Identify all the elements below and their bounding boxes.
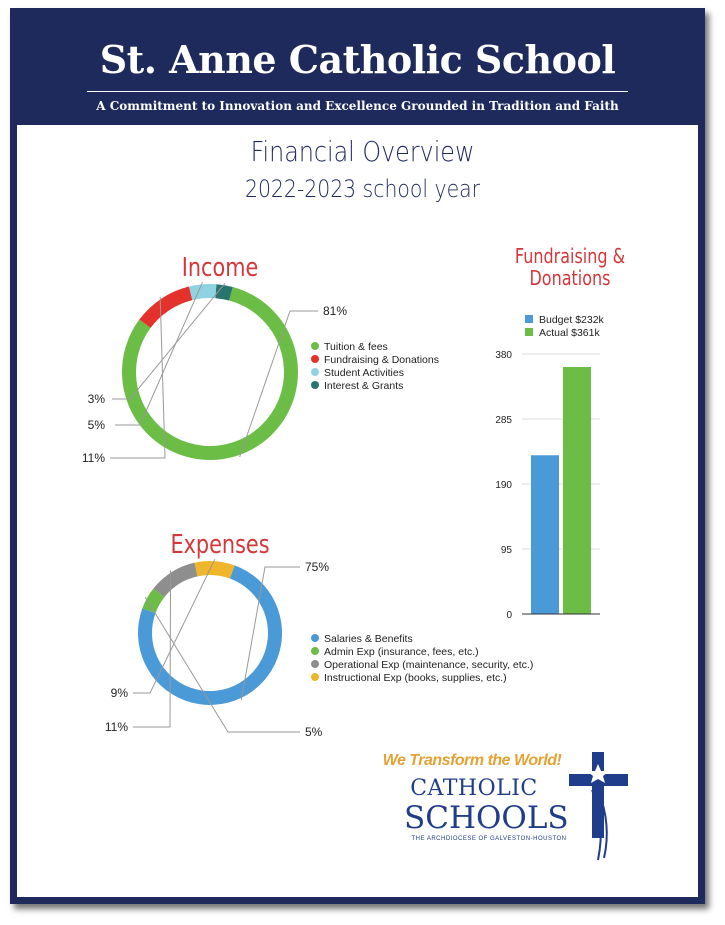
header-divider: [87, 91, 628, 92]
legend-marker: [311, 673, 319, 681]
legend-entry: Admin Exp (insurance, fees, etc.): [324, 646, 479, 658]
leader-line: [239, 310, 318, 458]
logo-tagline: We Transform the World!: [382, 752, 562, 769]
legend-entry: Instructional Exp (books, supplies, etc.…: [324, 672, 507, 684]
legend-marker: [311, 368, 319, 376]
legend-entry: Salaries & Benefits: [324, 633, 413, 645]
slice-label: 11%: [105, 720, 128, 734]
leader-line: [115, 282, 203, 426]
legend-marker: [525, 328, 533, 336]
slice-operational-exp-maintenance-security-etc: [153, 562, 198, 598]
slice-admin-exp-insurance-fees-etc: [142, 588, 165, 614]
y-tick-label: 285: [495, 415, 512, 426]
income-chart-title: Income: [181, 253, 259, 283]
slice-fundraising-donations: [139, 286, 193, 328]
y-tick-label: 95: [501, 545, 513, 556]
page-subtitle: 2022-2023 school year: [244, 175, 481, 203]
expenses-chart-title: Expenses: [170, 530, 270, 560]
slice-label: 75%: [305, 560, 329, 574]
school-tagline: A Commitment to Innovation and Excellenc…: [96, 99, 619, 113]
page-title: Financial Overview: [250, 135, 475, 168]
header-banner: St. Anne Catholic School A Commitment to…: [17, 15, 698, 125]
legend-marker: [311, 342, 319, 350]
leader-line: [133, 570, 172, 728]
logo-schools: SCHOOLS: [404, 800, 569, 836]
logo-archdiocese: THE ARCHDIOCESE OF GALVESTON-HOUSTON: [411, 836, 567, 842]
legend-marker: [311, 355, 319, 363]
fundraising-chart-title: Fundraising & Donations: [514, 244, 626, 290]
slice-student-activities: [189, 284, 217, 301]
legend-marker: [311, 660, 319, 668]
legend-entry: Interest & Grants: [324, 380, 403, 392]
y-tick-label: 380: [495, 350, 512, 361]
legend-entry: Actual $361k: [539, 327, 600, 339]
logo-catholic: CATHOLIC: [410, 776, 538, 801]
slice-label: 11%: [82, 451, 105, 465]
bar-actual-361k: [563, 367, 591, 614]
leader-line: [144, 596, 300, 733]
legend-entry: Budget $232k: [539, 314, 605, 326]
y-tick-label: 190: [495, 480, 512, 491]
legend-entry: Fundraising & Donations: [324, 354, 439, 366]
slice-label: 3%: [88, 392, 106, 406]
school-name: St. Anne Catholic School: [99, 37, 616, 82]
leader-line: [112, 282, 226, 400]
slice-label: 5%: [305, 725, 323, 739]
y-tick-label: 0: [506, 610, 512, 621]
slice-instructional-exp-books-supplies-etc: [194, 561, 235, 579]
legend-entry: Operational Exp (maintenance, security, …: [324, 659, 533, 671]
legend-marker: [311, 647, 319, 655]
slice-label: 5%: [88, 418, 106, 432]
leader-line: [240, 566, 300, 701]
legend-entry: Tuition & fees: [324, 341, 388, 353]
slice-label: 81%: [323, 304, 347, 318]
slice-label: 9%: [111, 686, 129, 700]
bar-budget-232k: [531, 455, 559, 614]
leader-line: [110, 297, 166, 459]
slice-interest-grants: [215, 284, 233, 301]
legend-marker: [525, 315, 533, 323]
legend-marker: [311, 381, 319, 389]
leader-line: [133, 558, 216, 694]
legend-entry: Student Activities: [324, 367, 404, 379]
legend-marker: [311, 634, 319, 642]
